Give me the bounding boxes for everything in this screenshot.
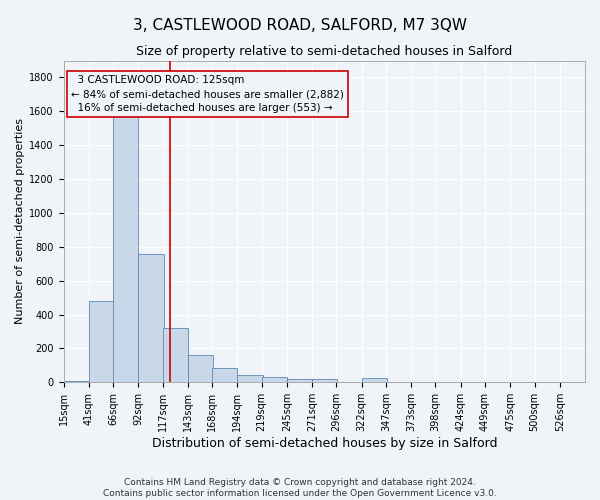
Bar bbox=[163, 328, 188, 382]
Title: Size of property relative to semi-detached houses in Salford: Size of property relative to semi-detach… bbox=[136, 45, 512, 58]
Bar bbox=[138, 254, 164, 382]
Bar bbox=[362, 378, 387, 382]
X-axis label: Distribution of semi-detached houses by size in Salford: Distribution of semi-detached houses by … bbox=[152, 437, 497, 450]
Bar bbox=[212, 368, 238, 382]
Text: 3, CASTLEWOOD ROAD, SALFORD, M7 3QW: 3, CASTLEWOOD ROAD, SALFORD, M7 3QW bbox=[133, 18, 467, 32]
Bar bbox=[238, 374, 263, 382]
Bar bbox=[287, 379, 312, 382]
Bar bbox=[89, 301, 114, 382]
Bar bbox=[113, 104, 138, 382]
Y-axis label: Number of semi-detached properties: Number of semi-detached properties bbox=[15, 118, 25, 324]
Bar bbox=[312, 379, 337, 382]
Text: 3 CASTLEWOOD ROAD: 125sqm
← 84% of semi-detached houses are smaller (2,882)
  16: 3 CASTLEWOOD ROAD: 125sqm ← 84% of semi-… bbox=[71, 75, 344, 113]
Bar bbox=[64, 380, 89, 382]
Bar bbox=[262, 378, 287, 382]
Bar bbox=[188, 355, 213, 382]
Text: Contains HM Land Registry data © Crown copyright and database right 2024.
Contai: Contains HM Land Registry data © Crown c… bbox=[103, 478, 497, 498]
